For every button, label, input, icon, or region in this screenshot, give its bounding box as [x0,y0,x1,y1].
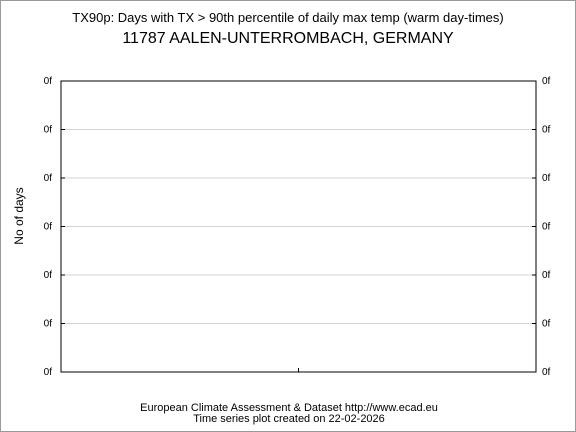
y-tick-labels-left: 0f 0f 0f 0f 0f 0f 0f [44,76,53,378]
y-tick-label-right: 0f [542,76,551,87]
y-tick-label-right: 0f [542,270,551,281]
chart-title: TX90p: Days with TX > 90th percentile of… [72,10,503,25]
y-tick-labels-right: 0f 0f 0f 0f 0f 0f 0f [542,76,551,378]
y-tick-label-left: 0f [44,125,53,136]
y-tick-label-left: 0f [44,222,53,233]
footer-credit: European Climate Assessment & Dataset ht… [140,402,438,414]
y-tick-label-right: 0f [542,319,551,330]
y-tick-label-right: 0f [542,222,551,233]
chart-subtitle: 11787 AALEN-UNTERROMBACH, GERMANY [122,30,454,47]
footer-created: Time series plot created on 22-02-2026 [193,413,385,425]
y-tick-label-right: 0f [542,125,551,136]
y-tick-label-left: 0f [44,367,53,378]
tick-marks [61,80,536,373]
y-tick-label-left: 0f [44,270,53,281]
y-axis-label: No of days [12,187,26,244]
grid-lines [61,129,536,324]
y-tick-label-left: 0f [44,76,53,87]
y-tick-label-right: 0f [542,367,551,378]
y-tick-label-left: 0f [44,319,53,330]
y-tick-label-right: 0f [542,173,551,184]
y-tick-label-left: 0f [44,173,53,184]
